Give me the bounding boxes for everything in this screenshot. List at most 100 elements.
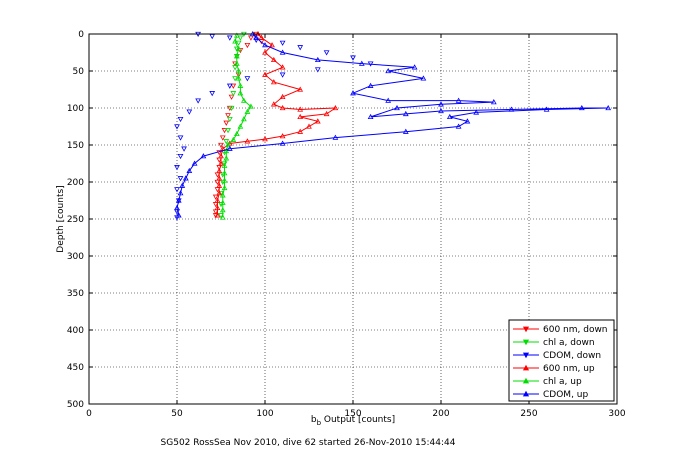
- data-point: [177, 153, 184, 160]
- data-point: [270, 79, 277, 85]
- y-tick-label: 100: [67, 104, 84, 114]
- legend-marker: [522, 339, 530, 346]
- x-tick-label: 300: [608, 409, 625, 419]
- data-point: [258, 34, 265, 40]
- series-5: [174, 30, 612, 218]
- data-point: [195, 98, 201, 104]
- x-axis-label-main: b: [311, 415, 317, 425]
- legend-entry: 600 nm, down: [513, 325, 608, 335]
- legend-label: CDOM, down: [543, 351, 601, 361]
- legend-box: [508, 319, 615, 402]
- legend-marker: [522, 390, 530, 397]
- data-point: [230, 91, 237, 97]
- data-point: [174, 187, 180, 193]
- data-point: [411, 64, 418, 70]
- data-point: [270, 101, 277, 107]
- legend-marker: [522, 377, 530, 384]
- data-point: [219, 192, 226, 198]
- data-point: [314, 118, 321, 124]
- legend-label: 600 nm, down: [543, 325, 608, 335]
- x-tick-label: 250: [520, 409, 537, 419]
- data-point: [233, 53, 240, 59]
- data-point: [212, 213, 219, 219]
- data-point: [279, 49, 286, 55]
- data-point: [182, 175, 189, 181]
- data-point: [350, 55, 356, 61]
- data-point: [191, 160, 198, 166]
- data-point: [270, 56, 277, 63]
- data-point: [578, 104, 585, 111]
- data-point: [219, 199, 226, 205]
- data-point: [244, 76, 251, 82]
- data-point: [235, 75, 242, 81]
- data-point: [218, 213, 224, 219]
- data-point: [394, 104, 400, 111]
- data-point: [235, 45, 242, 51]
- data-point: [297, 128, 304, 134]
- legend-marker: [522, 326, 530, 333]
- legend-entry: chl a, down: [513, 338, 595, 348]
- y-tick-label: 50: [73, 67, 85, 77]
- data-point: [177, 176, 184, 182]
- data-point: [225, 113, 231, 119]
- y-tick-label: 200: [67, 178, 84, 188]
- data-point: [279, 40, 286, 46]
- data-point: [279, 133, 286, 139]
- y-tick-label: 400: [67, 326, 84, 336]
- data-point: [174, 204, 180, 211]
- data-point: [233, 60, 240, 66]
- legend-entry: CDOM, up: [513, 390, 588, 400]
- data-point: [241, 116, 247, 122]
- data-point: [314, 67, 321, 73]
- data-point: [218, 190, 224, 197]
- data-point: [219, 214, 226, 220]
- data-point: [248, 103, 254, 109]
- data-point: [174, 165, 180, 171]
- data-point: [279, 140, 286, 146]
- data-point: [385, 67, 392, 74]
- data-point: [244, 108, 251, 114]
- data-point: [214, 197, 221, 203]
- data-point: [223, 139, 230, 145]
- data-point: [216, 167, 223, 174]
- data-point: [209, 91, 216, 97]
- data-point: [177, 116, 184, 123]
- data-point: [262, 71, 268, 77]
- figure-caption: SG502 RossSea Nov 2010, dive 62 started …: [161, 438, 456, 448]
- data-point: [350, 90, 356, 96]
- data-point: [314, 56, 321, 63]
- data-point: [323, 110, 330, 117]
- data-point: [241, 97, 247, 103]
- data-point: [221, 184, 228, 191]
- data-point: [233, 32, 240, 38]
- data-point: [232, 61, 238, 67]
- data-point: [218, 142, 224, 149]
- legend-marker: [522, 364, 530, 371]
- data-point: [237, 35, 244, 41]
- x-tick-label: 150: [344, 409, 361, 419]
- data-point: [262, 49, 268, 55]
- data-point: [473, 109, 480, 115]
- data-point: [237, 82, 244, 88]
- data-point: [221, 162, 228, 168]
- data-point: [279, 64, 286, 70]
- x-axis-label: bb Output [counts]: [311, 415, 395, 427]
- y-axis: 0 50 100 150 200 250 300 350 400 450 500: [67, 30, 617, 410]
- data-point: [367, 82, 374, 88]
- y-tick-label: 450: [67, 363, 84, 373]
- y-tick-label: 0: [78, 30, 84, 40]
- data-point: [174, 124, 180, 130]
- data-point: [219, 135, 226, 141]
- legend-marker: [522, 352, 530, 359]
- data-point: [216, 182, 223, 188]
- data-point: [490, 99, 497, 105]
- data-point: [279, 93, 286, 100]
- data-point: [297, 86, 304, 92]
- data-point: [233, 130, 240, 137]
- data-point: [218, 160, 224, 166]
- data-point: [228, 105, 235, 112]
- x-tick-label: 50: [171, 409, 183, 419]
- data-point: [244, 42, 251, 49]
- data-point: [221, 128, 228, 134]
